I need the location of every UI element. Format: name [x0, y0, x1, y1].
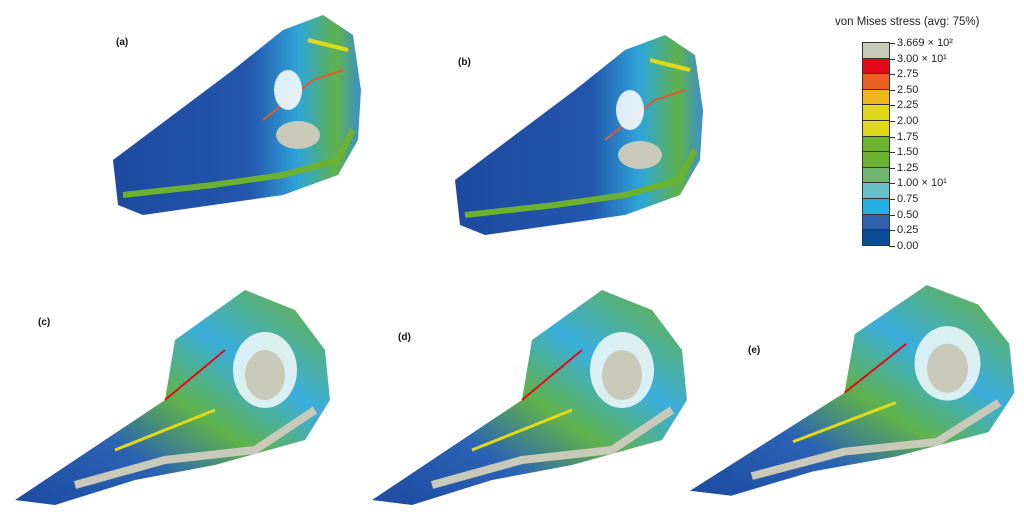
color-band: [863, 152, 889, 168]
legend-tick: [889, 230, 895, 232]
color-band: [863, 58, 889, 75]
legend-tick-label: 0.50: [897, 208, 919, 221]
panel-label-c: (c): [38, 317, 51, 328]
panel-label-b: (b): [458, 57, 471, 68]
legend-tick: [889, 199, 895, 200]
color-band: [863, 198, 889, 215]
legend-tick: [889, 121, 895, 122]
color-band: [863, 167, 889, 184]
panel-label-d: (d): [398, 332, 411, 343]
color-band: [863, 136, 889, 153]
color-band: [863, 183, 889, 199]
skull-model-e: [690, 285, 1014, 496]
color-band: [863, 120, 889, 137]
legend-tick-label: 2.75: [897, 68, 919, 81]
legend-tick: [889, 183, 895, 185]
legend-tick: [889, 167, 895, 169]
legend-tick: [889, 58, 895, 60]
skull-model-b: [455, 35, 703, 235]
legend-tick-label: 1.00 × 10¹: [897, 177, 947, 190]
legend-tick-label: 2.50: [897, 83, 919, 96]
legend-tick-label: 0.75: [897, 193, 919, 205]
legend-tick: [889, 245, 895, 247]
color-band: [863, 230, 889, 245]
legend-tick-label: 3.669 × 10²: [897, 37, 953, 49]
skull-model-d: [372, 290, 687, 505]
color-band: [863, 214, 889, 231]
legend-tick: [889, 74, 895, 76]
legend-tick-label: 1.50: [897, 146, 919, 159]
legend-tick: [889, 136, 895, 138]
color-scale-bar: [862, 42, 890, 246]
legend-tick: [889, 89, 895, 91]
skull-model-a: [113, 15, 361, 215]
color-band: [863, 43, 889, 59]
legend-tick: [889, 105, 895, 107]
color-band: [863, 74, 889, 90]
color-band: [863, 89, 889, 106]
legend-tick-label: 2.00: [897, 115, 919, 127]
legend-tick: [889, 214, 895, 216]
legend-tick-label: 1.75: [897, 130, 919, 143]
legend-tick: [889, 43, 895, 44]
legend-tick-label: 0.25: [897, 224, 919, 237]
legend-tick-label: 3.00 × 10¹: [897, 52, 947, 65]
panel-label-a: (a): [116, 37, 129, 48]
color-band: [863, 105, 889, 121]
legend-tick-label: 2.25: [897, 99, 919, 112]
legend-title: von Mises stress (avg: 75%): [835, 16, 980, 28]
legend-tick-label: 1.25: [897, 161, 919, 174]
skull-model-c: [15, 290, 330, 505]
panel-label-e: (e): [748, 345, 761, 356]
legend-tick-label: 0.00: [897, 239, 919, 252]
legend-tick: [889, 152, 895, 154]
